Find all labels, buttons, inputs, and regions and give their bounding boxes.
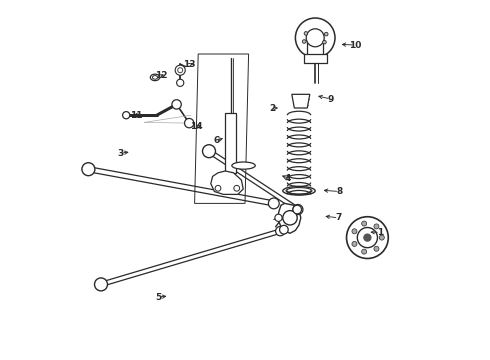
Circle shape [374, 246, 379, 251]
Circle shape [379, 235, 384, 240]
Circle shape [122, 112, 130, 119]
Bar [304, 54, 327, 63]
Circle shape [362, 221, 367, 226]
Circle shape [352, 242, 357, 247]
Circle shape [283, 211, 297, 225]
Circle shape [280, 225, 288, 234]
Text: 2: 2 [269, 104, 275, 112]
Circle shape [364, 234, 371, 241]
Circle shape [202, 145, 216, 158]
Circle shape [185, 118, 194, 128]
Circle shape [82, 163, 95, 176]
Bar [225, 113, 236, 173]
Text: 7: 7 [336, 213, 342, 222]
Circle shape [304, 32, 308, 35]
Ellipse shape [152, 76, 157, 79]
Text: 3: 3 [118, 149, 124, 158]
Circle shape [324, 32, 328, 36]
Circle shape [234, 185, 240, 191]
Text: 8: 8 [336, 187, 343, 196]
Polygon shape [195, 54, 248, 203]
Circle shape [275, 226, 285, 236]
Circle shape [215, 185, 221, 191]
Circle shape [295, 18, 335, 58]
Circle shape [362, 249, 367, 254]
Ellipse shape [286, 188, 312, 194]
Polygon shape [277, 203, 301, 233]
Circle shape [322, 40, 326, 44]
Circle shape [172, 100, 181, 109]
Text: 1: 1 [377, 228, 383, 237]
Circle shape [302, 40, 306, 43]
Circle shape [293, 205, 301, 214]
Text: 5: 5 [155, 292, 162, 302]
Text: 13: 13 [183, 60, 196, 69]
Circle shape [275, 214, 282, 221]
Circle shape [374, 224, 379, 229]
Circle shape [95, 278, 107, 291]
Text: 9: 9 [327, 94, 334, 104]
Ellipse shape [232, 162, 255, 169]
Text: 11: 11 [130, 111, 143, 120]
Circle shape [352, 229, 357, 234]
Text: 12: 12 [155, 71, 168, 80]
Text: 4: 4 [285, 174, 292, 183]
Circle shape [176, 79, 184, 86]
Text: 10: 10 [348, 40, 361, 49]
Circle shape [357, 228, 377, 248]
Text: 6: 6 [213, 136, 220, 145]
Bar [307, 38, 323, 56]
Circle shape [293, 204, 303, 215]
Circle shape [175, 65, 185, 75]
Polygon shape [292, 94, 310, 108]
Text: 14: 14 [190, 122, 203, 131]
Ellipse shape [150, 74, 160, 81]
Circle shape [346, 217, 388, 258]
Polygon shape [211, 171, 243, 194]
Circle shape [306, 29, 324, 47]
Circle shape [269, 198, 279, 209]
Ellipse shape [283, 186, 315, 195]
Circle shape [178, 68, 183, 73]
